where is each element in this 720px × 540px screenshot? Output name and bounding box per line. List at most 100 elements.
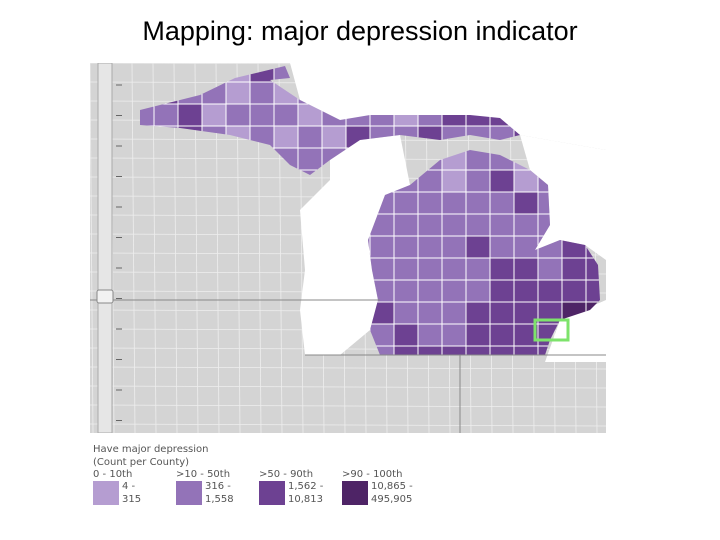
lake-erie	[545, 300, 606, 362]
county	[465, 323, 491, 347]
county	[489, 345, 515, 355]
legend-class-label: >90 - 100th	[342, 469, 402, 480]
legend-swatch	[342, 481, 368, 505]
border-line	[131, 63, 136, 433]
county	[153, 103, 179, 127]
county	[513, 191, 539, 215]
county	[489, 323, 515, 347]
legend-range-from: 4 -	[122, 481, 136, 492]
county	[225, 81, 251, 105]
county	[465, 169, 491, 193]
county	[321, 125, 347, 149]
legend-range-to: 1,558	[205, 494, 234, 505]
county	[393, 191, 419, 215]
map-area	[90, 63, 606, 433]
lake-huron	[520, 135, 606, 260]
county	[417, 323, 443, 347]
county	[369, 235, 395, 259]
county	[441, 213, 467, 237]
county	[369, 345, 395, 355]
legend-class-label: 0 - 10th	[93, 469, 132, 480]
county	[513, 257, 539, 281]
county	[561, 257, 587, 281]
county	[393, 279, 419, 303]
county	[489, 169, 515, 193]
county	[465, 235, 491, 259]
county	[273, 103, 299, 127]
slide-title: Mapping: major depression indicator	[142, 16, 578, 46]
county	[393, 345, 419, 355]
legend-class-label: >50 - 90th	[259, 469, 313, 480]
legend-range-from: 1,562 -	[288, 481, 324, 492]
county	[561, 279, 587, 303]
county	[441, 323, 467, 347]
legend-swatch	[176, 481, 202, 505]
zoom-slider[interactable]	[96, 63, 122, 433]
county	[489, 279, 515, 303]
county	[441, 191, 467, 215]
slider-ticks	[116, 84, 122, 421]
county	[393, 257, 419, 281]
county	[513, 345, 539, 355]
county	[465, 213, 491, 237]
legend-swatch	[93, 481, 119, 505]
legend-heading: Have major depression	[93, 444, 209, 455]
county	[441, 257, 467, 281]
county	[417, 257, 443, 281]
legend-class-label: >10 - 50th	[176, 469, 230, 480]
legend: Have major depression (Count per County)…	[93, 444, 413, 505]
slider-handle[interactable]	[96, 289, 114, 304]
county	[297, 147, 323, 171]
county	[417, 301, 443, 325]
county	[441, 279, 467, 303]
legend-range-to: 495,905	[371, 494, 412, 505]
county	[441, 301, 467, 325]
county	[393, 235, 419, 259]
county	[441, 235, 467, 259]
county	[417, 191, 443, 215]
border-line	[90, 423, 606, 427]
county	[489, 235, 515, 259]
border-line	[90, 385, 606, 389]
county	[417, 213, 443, 237]
county	[513, 235, 539, 259]
border-line	[90, 63, 94, 433]
selected-county[interactable]	[533, 318, 570, 342]
slider-track[interactable]	[97, 63, 113, 433]
legend-swatch	[259, 481, 285, 505]
county	[513, 279, 539, 303]
county	[225, 103, 251, 127]
county	[417, 279, 443, 303]
county	[297, 125, 323, 149]
county	[489, 213, 515, 237]
county	[441, 169, 467, 193]
county	[489, 301, 515, 325]
county	[465, 301, 491, 325]
county	[537, 279, 563, 303]
legend-range-to: 315	[122, 494, 141, 505]
county	[393, 323, 419, 347]
county	[249, 81, 275, 105]
legend-range-to: 10,813	[288, 494, 323, 505]
county	[393, 213, 419, 237]
county	[489, 191, 515, 215]
county	[249, 103, 275, 127]
border-line	[90, 366, 606, 370]
county	[441, 345, 467, 355]
county	[513, 213, 539, 237]
lake-superior	[290, 63, 606, 150]
county	[417, 235, 443, 259]
county	[465, 345, 491, 355]
legend-range-from: 316 -	[205, 481, 231, 492]
county	[465, 191, 491, 215]
county	[393, 301, 419, 325]
county	[585, 279, 600, 303]
county	[465, 257, 491, 281]
legend-subheading: (Count per County)	[93, 457, 189, 468]
border-line	[90, 404, 606, 408]
county	[489, 257, 515, 281]
county	[465, 279, 491, 303]
county	[273, 125, 299, 149]
